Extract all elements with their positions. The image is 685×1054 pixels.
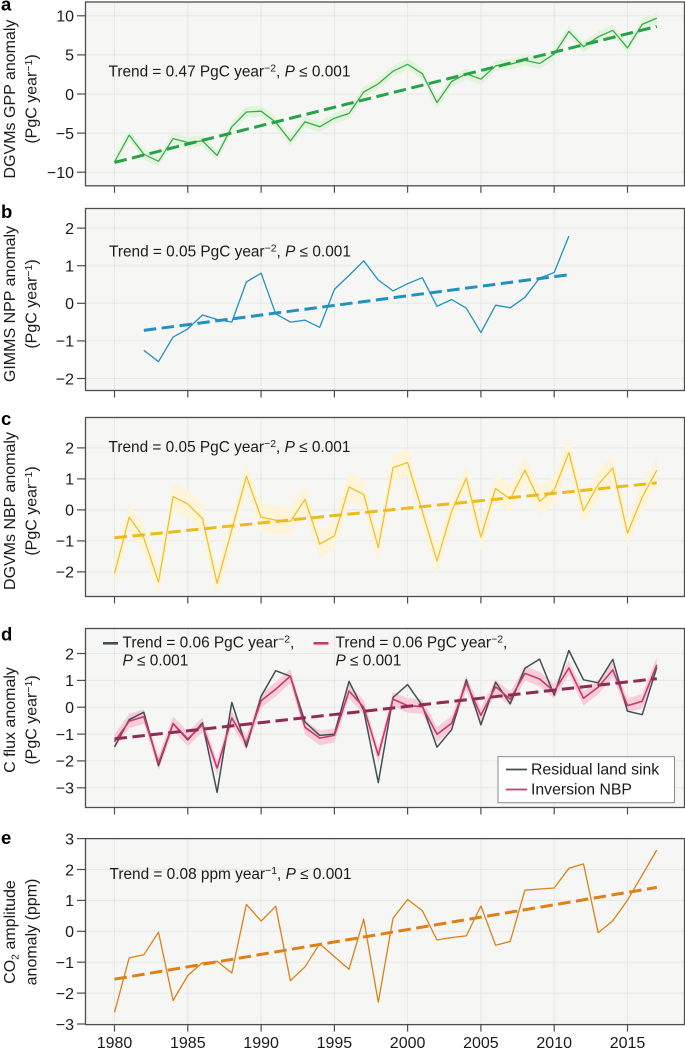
svg-text:Trend = 0.06 PgC year−2,: Trend = 0.06 PgC year−2, [336,634,508,652]
svg-text:0: 0 [65,700,74,717]
svg-text:P ≤ 0.001: P ≤ 0.001 [336,653,402,670]
svg-text:−2: −2 [56,986,74,1003]
svg-text:Trend = 0.05 PgC year−2, P ≤ 0: Trend = 0.05 PgC year−2, P ≤ 0.001 [109,438,351,456]
svg-text:c: c [1,408,11,429]
svg-text:e: e [1,827,11,848]
svg-text:1980: 1980 [97,1035,133,1049]
svg-text:0: 0 [65,87,74,104]
svg-text:3: 3 [65,831,74,848]
svg-text:b: b [1,201,12,222]
svg-text:−2: −2 [56,565,74,582]
svg-text:−2: −2 [56,371,74,388]
svg-text:Residual land sink: Residual land sink [531,762,659,779]
svg-text:2: 2 [65,646,74,663]
svg-text:Trend = 0.47 PgC year−2, P ≤ 0: Trend = 0.47 PgC year−2, P ≤ 0.001 [109,63,351,81]
svg-text:2005: 2005 [463,1035,499,1049]
svg-text:DGVMs GPP anomaly: DGVMs GPP anomaly [2,20,19,179]
svg-text:2: 2 [65,441,74,458]
svg-text:Trend = 0.05 PgC year−2, P ≤ 0: Trend = 0.05 PgC year−2, P ≤ 0.001 [109,243,351,261]
svg-text:(PgC year−1): (PgC year−1) [23,466,41,555]
svg-text:1: 1 [65,259,74,276]
svg-text:DGVMs NBP anomaly: DGVMs NBP anomaly [2,432,19,590]
svg-text:−1: −1 [56,334,74,351]
svg-text:1: 1 [65,893,74,910]
svg-text:−10: −10 [47,165,74,182]
svg-text:CO2 amplitude: CO2 amplitude [2,880,22,984]
svg-text:1: 1 [65,472,74,489]
svg-text:−1: −1 [56,534,74,551]
svg-text:−5: −5 [56,126,74,143]
svg-text:5: 5 [65,48,74,65]
svg-text:0: 0 [65,503,74,520]
svg-text:P ≤ 0.001: P ≤ 0.001 [123,653,189,670]
svg-text:−3: −3 [56,1017,74,1034]
svg-text:2010: 2010 [536,1035,572,1049]
svg-text:GIMMS NPP anomaly: GIMMS NPP anomaly [2,226,19,382]
svg-text:−2: −2 [56,754,74,771]
svg-text:(PgC year−1): (PgC year−1) [23,54,41,143]
svg-text:Trend = 0.06 PgC year−2,: Trend = 0.06 PgC year−2, [123,634,295,652]
svg-text:2: 2 [65,221,74,238]
svg-text:−1: −1 [56,955,74,972]
svg-text:C flux anomaly: C flux anomaly [2,667,19,773]
svg-text:−1: −1 [56,727,74,744]
svg-text:−3: −3 [56,781,74,798]
svg-text:2015: 2015 [610,1035,646,1049]
svg-text:1995: 1995 [317,1035,353,1049]
svg-text:Trend = 0.08 ppm year−1, P ≤ 0: Trend = 0.08 ppm year−1, P ≤ 0.001 [110,865,352,883]
svg-text:0: 0 [65,924,74,941]
svg-text:1: 1 [65,673,74,690]
svg-text:2000: 2000 [390,1035,426,1049]
svg-text:(PgC year−1): (PgC year−1) [23,259,41,348]
svg-text:10: 10 [56,9,74,26]
svg-text:1990: 1990 [243,1035,279,1049]
svg-text:0: 0 [65,296,74,313]
svg-text:anomaly (ppm): anomaly (ppm) [24,879,41,986]
svg-text:2: 2 [65,862,74,879]
svg-text:1985: 1985 [170,1035,206,1049]
svg-text:Inversion NBP: Inversion NBP [531,782,632,799]
svg-text:(PgC year−1): (PgC year−1) [23,675,41,764]
svg-text:d: d [1,624,12,645]
svg-text:a: a [1,0,12,14]
